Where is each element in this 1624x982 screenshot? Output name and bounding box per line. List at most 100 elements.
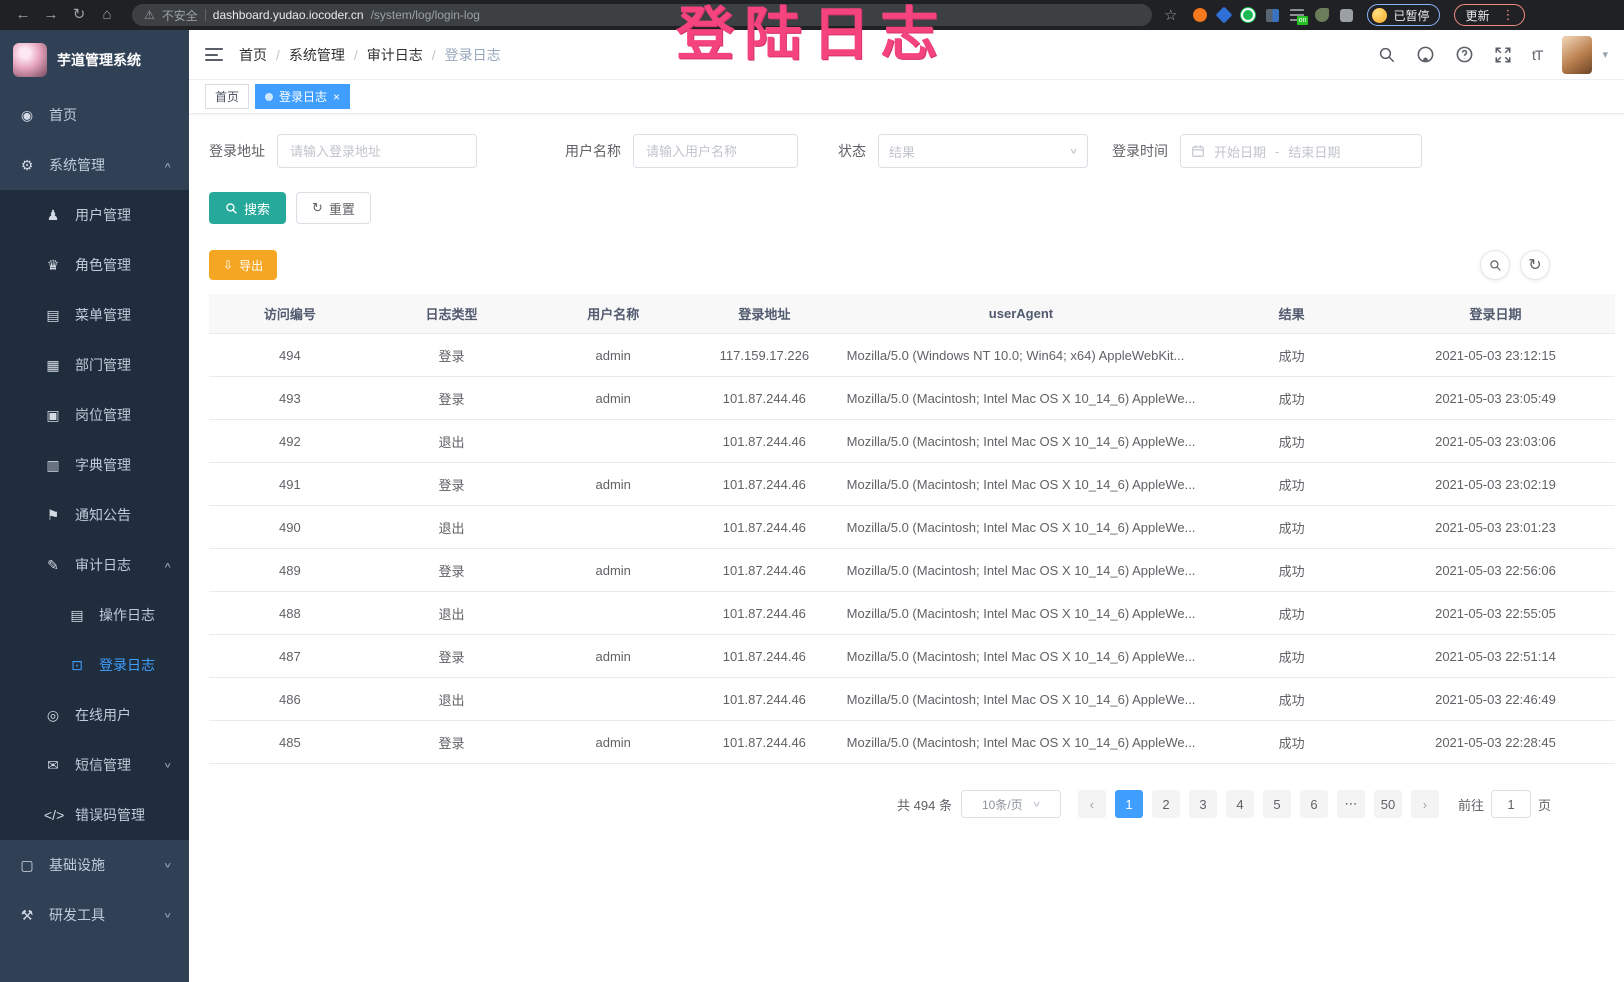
forward-icon[interactable]: → [43,6,59,23]
sidebar-item-dict[interactable]: ▥ 字典管理 [0,440,189,490]
sidebar-item-label: 基础设施 [49,857,105,873]
hamburger-menu-icon[interactable] [205,48,223,61]
table-row[interactable]: 492 退出 101.87.244.46 Mozilla/5.0 (Macint… [209,420,1615,463]
login-address-input[interactable] [277,134,477,168]
search-icon [1489,259,1501,271]
sidebar-item-infrastructure[interactable]: ▢ 基础设施 ∨ [0,840,189,890]
reset-button-label: 重置 [328,201,355,217]
page-button-1[interactable]: 1 [1114,790,1143,818]
chevron-down-icon: ∨ [162,860,172,870]
breadcrumb-system[interactable]: 系统管理 [288,46,345,63]
help-icon[interactable] [1455,45,1474,64]
cell-id: 493 [278,390,301,406]
browser-menu-kebab-icon[interactable]: ⋮ [1501,7,1515,22]
cell-date: 2021-05-03 23:12:15 [1435,347,1556,363]
date-separator: - [1275,143,1280,159]
chevron-down-icon: ∨ [162,910,172,920]
extension-green-icon[interactable] [1241,8,1256,22]
cell-ip: 117.159.17.226 [719,347,810,363]
login-log-icon: ⊡ [71,656,83,673]
sidebar-item-operation-log[interactable]: ▤ 操作日志 [0,590,189,640]
page-button-2[interactable]: 2 [1151,790,1180,818]
back-icon[interactable]: ← [15,6,31,23]
username-input[interactable] [633,134,798,168]
sidebar-item-dev-tools[interactable]: ⚒ 研发工具 ∨ [0,890,189,940]
chevron-down-icon: ∨ [162,760,172,770]
search-button[interactable]: 搜索 [209,192,287,224]
caret-down-icon[interactable]: ▾ [1602,49,1608,61]
cell-type: 登录 [438,348,465,364]
page-size-select[interactable]: 10条/页 ∨ [960,790,1061,818]
login-time-range-picker[interactable]: 开始日期 - 结束日期 [1180,134,1422,168]
address-bar[interactable]: ⚠ 不安全 dashboard.yudao.iocoder.cn/system/… [132,4,1152,26]
toggle-search-button[interactable] [1480,250,1510,280]
sidebar-item-home[interactable]: ◉ 首页 [0,90,189,140]
more-pages-button[interactable]: ⋯ [1336,790,1365,818]
sidebar-item-system[interactable]: ⚙ 系统管理 ∧ [0,140,189,190]
export-button[interactable]: ⇩ 导出 [209,250,278,280]
user-avatar[interactable] [1562,35,1593,74]
table-row[interactable]: 490 退出 101.87.244.46 Mozilla/5.0 (Macint… [209,506,1615,549]
table-row[interactable]: 488 退出 101.87.244.46 Mozilla/5.0 (Macint… [209,592,1615,635]
sidebar-item-roles[interactable]: ♛ 角色管理 [0,240,189,290]
table-row[interactable]: 489 登录 admin 101.87.244.46 Mozilla/5.0 (… [209,549,1615,592]
refresh-button[interactable]: ↻ [1520,250,1550,280]
page-button-5[interactable]: 5 [1262,790,1291,818]
sidebar-item-login-log[interactable]: ⊡ 登录日志 [0,640,189,690]
sidebar-item-error-codes[interactable]: </> 错误码管理 [0,790,189,840]
sidebar-item-label: 错误码管理 [75,807,145,823]
table-row[interactable]: 493 登录 admin 101.87.244.46 Mozilla/5.0 (… [209,377,1615,420]
tag-login-log[interactable]: 登录日志 × [255,84,351,109]
page-button-6[interactable]: 6 [1299,790,1328,818]
search-icon[interactable] [1378,46,1396,64]
cell-id: 486 [278,691,301,707]
extension-grid-icon[interactable] [1266,8,1280,22]
breadcrumb-audit[interactable]: 审计日志 [366,46,423,63]
app-logo-row[interactable]: 芋道管理系统 [0,30,189,90]
home-icon[interactable]: ⌂ [102,6,112,23]
sidebar-item-menus[interactable]: ▤ 菜单管理 [0,290,189,340]
table-row[interactable]: 487 登录 admin 101.87.244.46 Mozilla/5.0 (… [209,635,1615,678]
sidebar-item-sms[interactable]: ✉ 短信管理 ∨ [0,740,189,790]
tag-home[interactable]: 首页 [205,84,250,109]
page-button-3[interactable]: 3 [1188,790,1217,818]
table-row[interactable]: 486 退出 101.87.244.46 Mozilla/5.0 (Macint… [209,678,1615,721]
cell-type: 登录 [438,391,465,407]
cell-result: 成功 [1278,606,1305,622]
prev-page-button[interactable]: ‹ [1077,790,1106,818]
extension-leaf-icon[interactable] [1315,8,1330,22]
security-label: 不安全 [161,8,198,23]
extension-list-icon[interactable]: on [1290,9,1309,25]
fullscreen-icon[interactable] [1494,46,1512,64]
profile-paused-chip[interactable]: 已暂停 [1367,4,1441,26]
github-icon[interactable] [1416,45,1435,64]
extension-diamond-icon[interactable] [1215,6,1233,24]
app-logo-avatar [13,43,47,77]
cell-result: 成功 [1278,649,1305,665]
sidebar-item-users[interactable]: ♟ 用户管理 [0,190,189,240]
update-chip[interactable]: 更新 ⋮ [1454,4,1526,26]
next-page-button[interactable]: › [1410,790,1439,818]
font-size-icon[interactable]: tT [1532,46,1543,63]
refresh-icon: ↻ [1528,257,1542,274]
extensions-puzzle-icon[interactable] [1340,8,1354,22]
sidebar-item-audit-log[interactable]: ✎ 审计日志 ∧ [0,540,189,590]
sidebar-item-online-users[interactable]: ◎ 在线用户 [0,690,189,740]
reload-icon[interactable]: ↻ [72,6,86,23]
bookmark-star-icon[interactable]: ☆ [1164,7,1178,24]
page-button-4[interactable]: 4 [1225,790,1254,818]
sidebar-item-departments[interactable]: ▦ 部门管理 [0,340,189,390]
breadcrumb-separator: / [353,46,358,63]
close-icon[interactable]: × [333,89,341,104]
table-row[interactable]: 485 登录 admin 101.87.244.46 Mozilla/5.0 (… [209,721,1615,764]
sidebar-item-posts[interactable]: ▣ 岗位管理 [0,390,189,440]
reset-button[interactable]: ↻ 重置 [296,192,371,224]
table-row[interactable]: 491 登录 admin 101.87.244.46 Mozilla/5.0 (… [209,463,1615,506]
status-select[interactable]: 结果 ∨ [878,134,1088,168]
table-row[interactable]: 494 登录 admin 117.159.17.226 Mozilla/5.0 … [209,334,1615,377]
breadcrumb-home[interactable]: 首页 [239,46,267,63]
page-button-50[interactable]: 50 [1373,790,1402,818]
extension-orange-icon[interactable] [1193,8,1208,22]
sidebar-item-notice[interactable]: ⚑ 通知公告 [0,490,189,540]
jump-page-input[interactable] [1490,790,1531,818]
